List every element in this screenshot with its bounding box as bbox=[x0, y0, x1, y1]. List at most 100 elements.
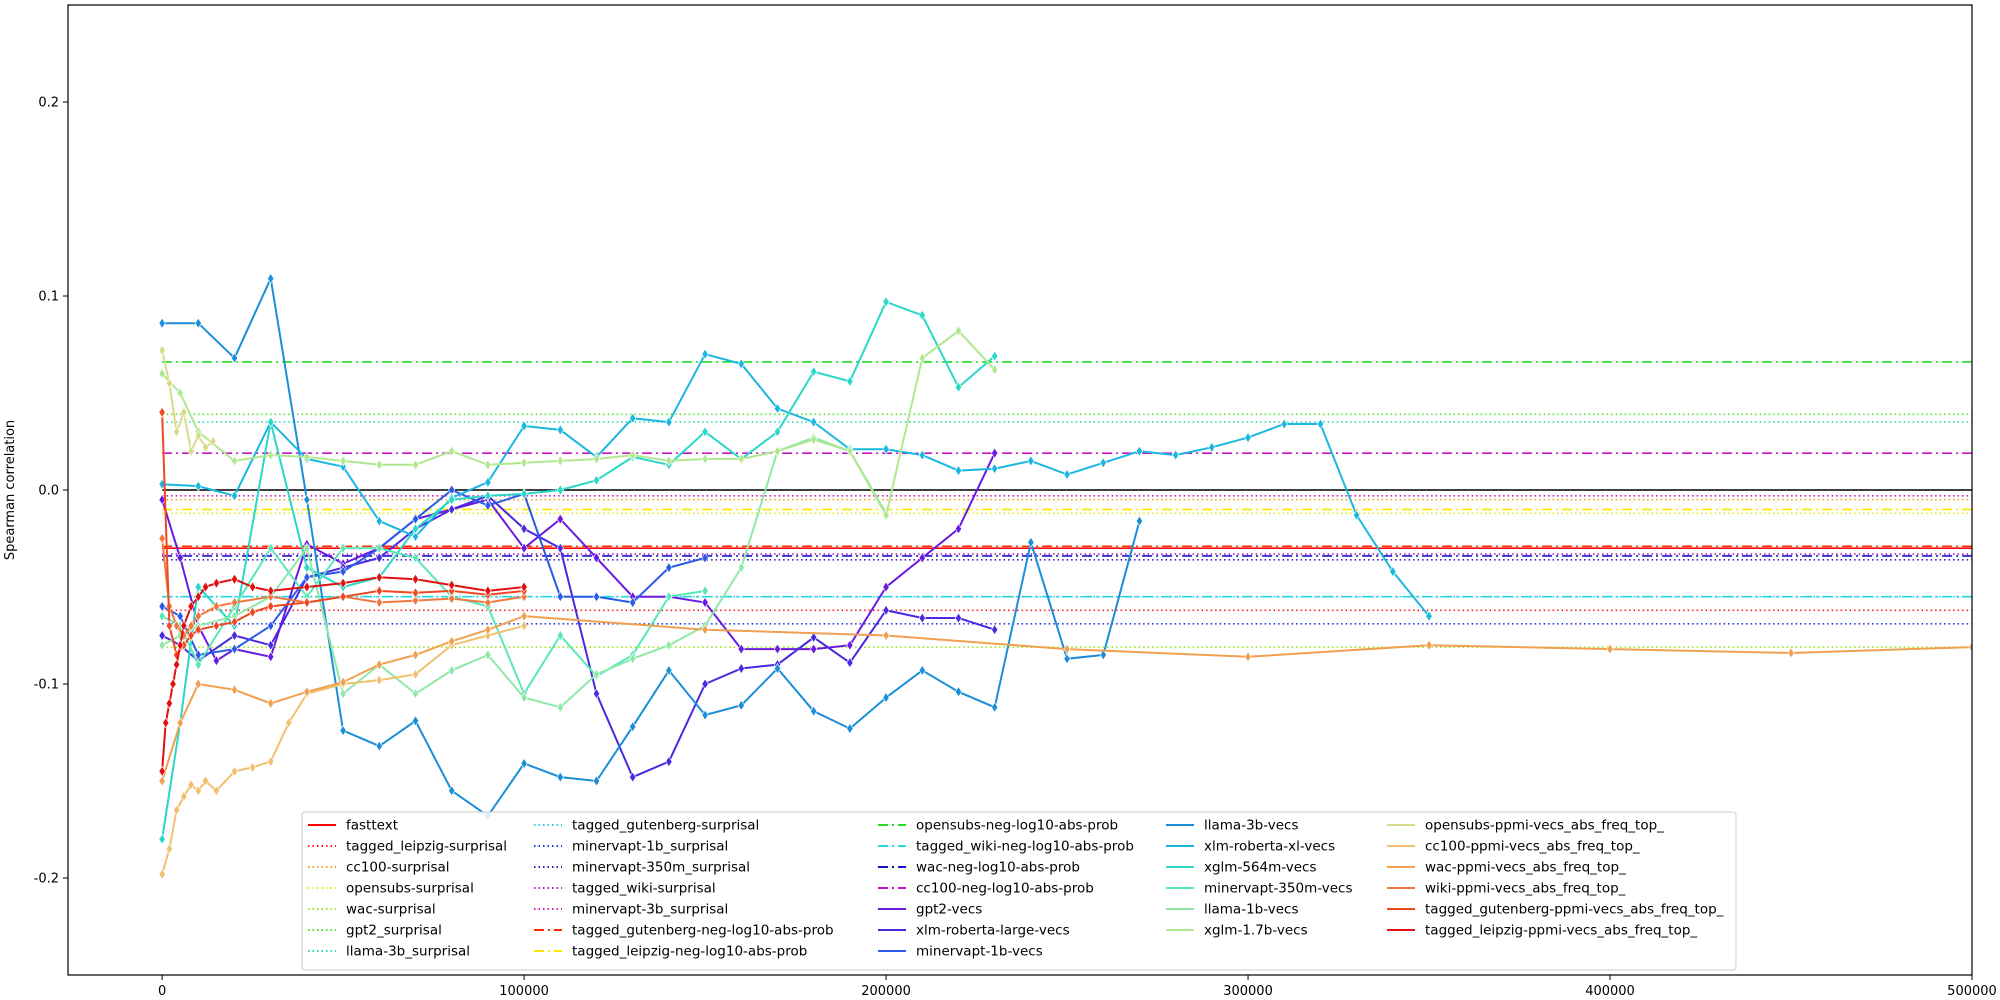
data-point bbox=[520, 420, 528, 432]
data-point bbox=[158, 639, 166, 651]
data-point bbox=[230, 629, 239, 642]
data-point bbox=[1968, 641, 1972, 653]
data-point bbox=[665, 639, 673, 651]
data-point bbox=[212, 620, 220, 632]
data-point bbox=[484, 490, 492, 502]
data-point bbox=[187, 600, 195, 612]
y-tick-label: 0.0 bbox=[38, 484, 59, 499]
data-point bbox=[1172, 449, 1180, 461]
data-point bbox=[665, 591, 673, 603]
data-point bbox=[520, 692, 528, 704]
legend-label: xglm-564m-vecs bbox=[1204, 860, 1317, 876]
legend-label: tagged_gutenberg-surprisal bbox=[572, 818, 759, 834]
x-tick-label: 300000 bbox=[1223, 984, 1273, 999]
data-point bbox=[918, 664, 926, 676]
data-point bbox=[194, 678, 202, 690]
legend-label: llama-3b_surprisal bbox=[346, 944, 470, 960]
data-point bbox=[629, 771, 637, 783]
legend-item-llama-3b-surprisal: llama-3b_surprisal bbox=[308, 944, 470, 960]
series-xglm-1-7b-vecs bbox=[158, 325, 999, 521]
data-point bbox=[375, 585, 383, 597]
data-point bbox=[1099, 649, 1107, 661]
data-point bbox=[954, 686, 963, 698]
data-point bbox=[556, 484, 564, 496]
legend: fasttext tagged_leipzig-surprisal cc100-su… bbox=[301, 811, 1737, 971]
data-point bbox=[737, 662, 745, 675]
legend-label: tagged_wiki-neg-log10-abs-prob bbox=[916, 839, 1134, 855]
data-point bbox=[448, 585, 456, 597]
y-axis: -0.2 -0.1 0.0 0.1 0.2 bbox=[34, 96, 68, 887]
data-point bbox=[230, 765, 239, 777]
data-point bbox=[991, 350, 999, 362]
data-point bbox=[187, 445, 195, 457]
data-point bbox=[918, 552, 926, 564]
data-point bbox=[411, 523, 420, 535]
legend-item-wac-surprisal: wac-surprisal bbox=[308, 902, 436, 918]
data-point bbox=[701, 585, 709, 597]
data-point bbox=[339, 591, 347, 603]
data-point bbox=[158, 532, 166, 545]
data-point bbox=[701, 596, 709, 609]
data-point bbox=[194, 785, 202, 797]
data-point bbox=[701, 624, 709, 636]
data-point bbox=[484, 459, 492, 471]
data-point bbox=[411, 552, 420, 564]
data-point bbox=[1316, 418, 1324, 430]
legend-label: opensubs-ppmi-vecs_abs_freq_top_ bbox=[1425, 818, 1664, 834]
legend-item-cc100-neg-log10-abs-prob: cc100-neg-log10-abs-prob bbox=[878, 881, 1094, 897]
data-point bbox=[249, 606, 257, 618]
series-line bbox=[161, 436, 887, 709]
series-line bbox=[162, 353, 1430, 617]
data-point bbox=[173, 620, 181, 632]
data-point bbox=[176, 639, 184, 651]
data-point bbox=[701, 552, 709, 564]
data-point bbox=[665, 455, 673, 467]
data-point bbox=[411, 459, 420, 471]
legend-label: gpt2-vecs bbox=[916, 902, 982, 918]
data-point bbox=[1425, 639, 1433, 651]
data-point bbox=[810, 416, 818, 428]
legend-label: llama-1b-vecs bbox=[1204, 902, 1299, 918]
series-xlm-roberta-large-vecs bbox=[158, 490, 999, 783]
data-point bbox=[954, 381, 963, 393]
data-point bbox=[629, 596, 637, 609]
data-point bbox=[165, 620, 173, 632]
data-point bbox=[737, 453, 745, 465]
series-line bbox=[161, 412, 525, 658]
data-point bbox=[882, 629, 890, 642]
data-point bbox=[520, 757, 528, 770]
legend-label: cc100-neg-log10-abs-prob bbox=[916, 881, 1094, 897]
data-point bbox=[882, 604, 890, 616]
legend-item-llama-3b-vecs: llama-3b-vecs bbox=[1166, 818, 1299, 834]
legend-item-xglm-1-7b-vecs: xglm-1.7b-vecs bbox=[1166, 923, 1308, 939]
data-point bbox=[375, 596, 383, 609]
data-point bbox=[448, 593, 456, 605]
data-point bbox=[267, 585, 275, 597]
data-point bbox=[230, 596, 239, 609]
data-point bbox=[165, 697, 173, 709]
data-point bbox=[158, 610, 166, 622]
data-point bbox=[1787, 647, 1795, 659]
legend-item-xlm-roberta-large-vecs: xlm-roberta-large-vecs bbox=[878, 923, 1070, 939]
data-point bbox=[375, 659, 383, 671]
data-point bbox=[484, 499, 492, 512]
legend-label: tagged_gutenberg-ppmi-vecs_abs_freq_top_ bbox=[1425, 902, 1724, 918]
data-point bbox=[1063, 643, 1071, 655]
data-point bbox=[1280, 418, 1288, 430]
data-point bbox=[165, 377, 173, 389]
data-point bbox=[701, 348, 709, 360]
legend-item-gpt2-vecs: gpt2-vecs bbox=[878, 902, 982, 918]
data-point bbox=[448, 445, 456, 457]
data-point bbox=[448, 664, 456, 676]
data-point bbox=[267, 272, 275, 285]
data-point bbox=[954, 325, 963, 337]
data-point bbox=[484, 624, 492, 636]
series-wac-ppmi-vecs-abs-freq-top bbox=[158, 610, 1972, 787]
legend-label: minervapt-350m_surprisal bbox=[572, 860, 750, 876]
data-point bbox=[176, 387, 184, 399]
data-point bbox=[249, 761, 257, 773]
legend-label: minervapt-1b-vecs bbox=[916, 944, 1043, 960]
data-point bbox=[267, 600, 275, 612]
data-point bbox=[701, 709, 709, 721]
data-point bbox=[520, 488, 528, 500]
